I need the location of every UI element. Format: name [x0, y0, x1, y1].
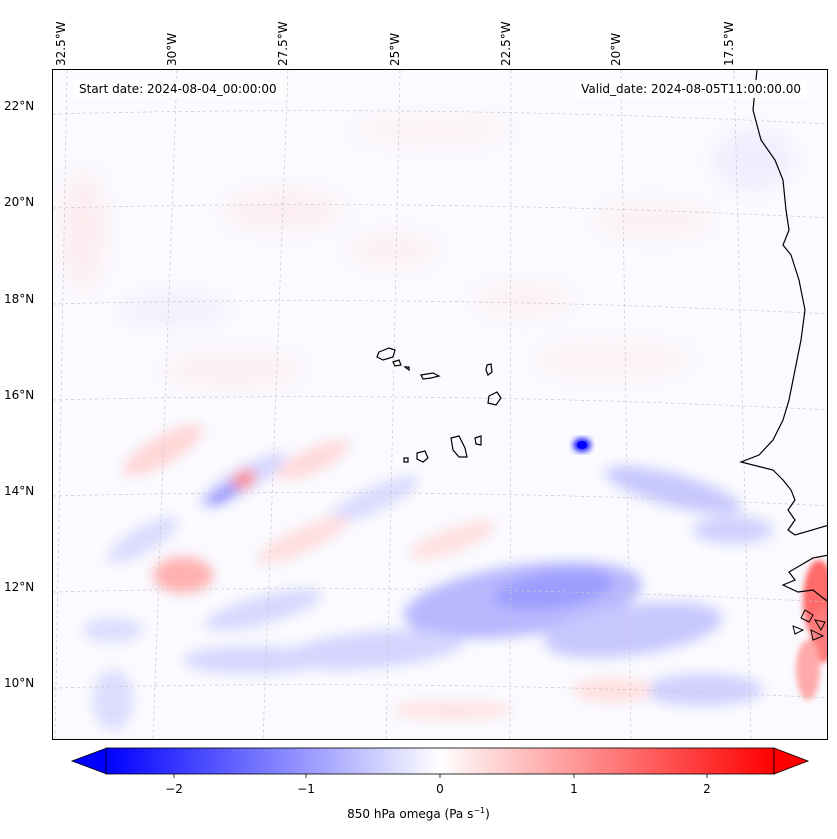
colorbar-label-main: 850 hPa omega (Pa s	[347, 807, 474, 821]
omega-field-upper	[63, 118, 793, 385]
lon-label-22-5w: 22.5°W	[499, 21, 513, 66]
lon-label-30w: 30°W	[165, 32, 179, 66]
lat-label-10n: 10°N	[4, 676, 35, 690]
colorbar-extend-min	[70, 747, 108, 775]
colorbar-label: 850 hPa omega (Pa s−1)	[0, 806, 837, 821]
island-fogo	[416, 450, 429, 463]
colorbar-tick-neg2: −2	[165, 782, 183, 796]
island-boa-vista	[487, 391, 502, 406]
colorbar-gradient	[105, 747, 775, 775]
colorbar-tick-0: 0	[436, 782, 444, 796]
lat-label-12n: 12°N	[4, 580, 35, 594]
island-santiago	[450, 435, 468, 458]
omega-field-map	[53, 70, 827, 739]
start-date-label: Start date: 2024-08-04_00:00:00	[73, 80, 283, 98]
lat-label-18n: 18°N	[4, 292, 35, 306]
africa-coastline	[739, 70, 827, 536]
graticule	[53, 70, 827, 739]
lat-label-20n: 20°N	[4, 195, 35, 209]
colorbar-tick-neg1: −1	[297, 782, 315, 796]
lon-label-27-5w: 27.5°W	[276, 21, 290, 66]
omega-field-middle	[83, 424, 773, 642]
cape-verde-islands	[376, 347, 502, 463]
colorbar-tick-2: 2	[703, 782, 711, 796]
colorbar-label-end: )	[485, 807, 490, 821]
colorbar-tick-marks	[173, 774, 708, 778]
bissagos-islands	[792, 609, 826, 641]
africa-coastline-south	[781, 554, 827, 602]
island-sal	[485, 363, 493, 376]
lon-label-32-5w: 32.5°W	[54, 21, 68, 66]
strong-ascent-core	[577, 441, 587, 449]
valid-date-label: Valid_date: 2024-08-05T11:00:00.00	[575, 80, 807, 98]
omega-field-coastal-positive	[796, 560, 827, 700]
colorbar-label-exponent: −1	[473, 806, 486, 815]
lon-label-25w: 25°W	[388, 32, 402, 66]
colorbar-tick-1: 1	[570, 782, 578, 796]
map-panel[interactable]: Start date: 2024-08-04_00:00:00 Valid_da…	[52, 69, 828, 740]
lon-label-20w: 20°W	[609, 32, 623, 66]
island-brava	[403, 457, 409, 463]
lat-label-22n: 22°N	[4, 99, 35, 113]
island-santa-luzia	[403, 366, 410, 372]
colorbar	[70, 747, 810, 778]
island-santo-antao	[376, 347, 396, 361]
island-sao-vicente	[392, 359, 402, 367]
island-sao-nicolau	[420, 372, 441, 380]
omega-field-southern-band	[93, 561, 763, 730]
colorbar-extend-max	[773, 747, 810, 775]
lat-label-14n: 14°N	[4, 484, 35, 498]
lat-label-16n: 16°N	[4, 388, 35, 402]
lon-label-17-5w: 17.5°W	[722, 21, 736, 66]
island-maio	[474, 435, 482, 446]
